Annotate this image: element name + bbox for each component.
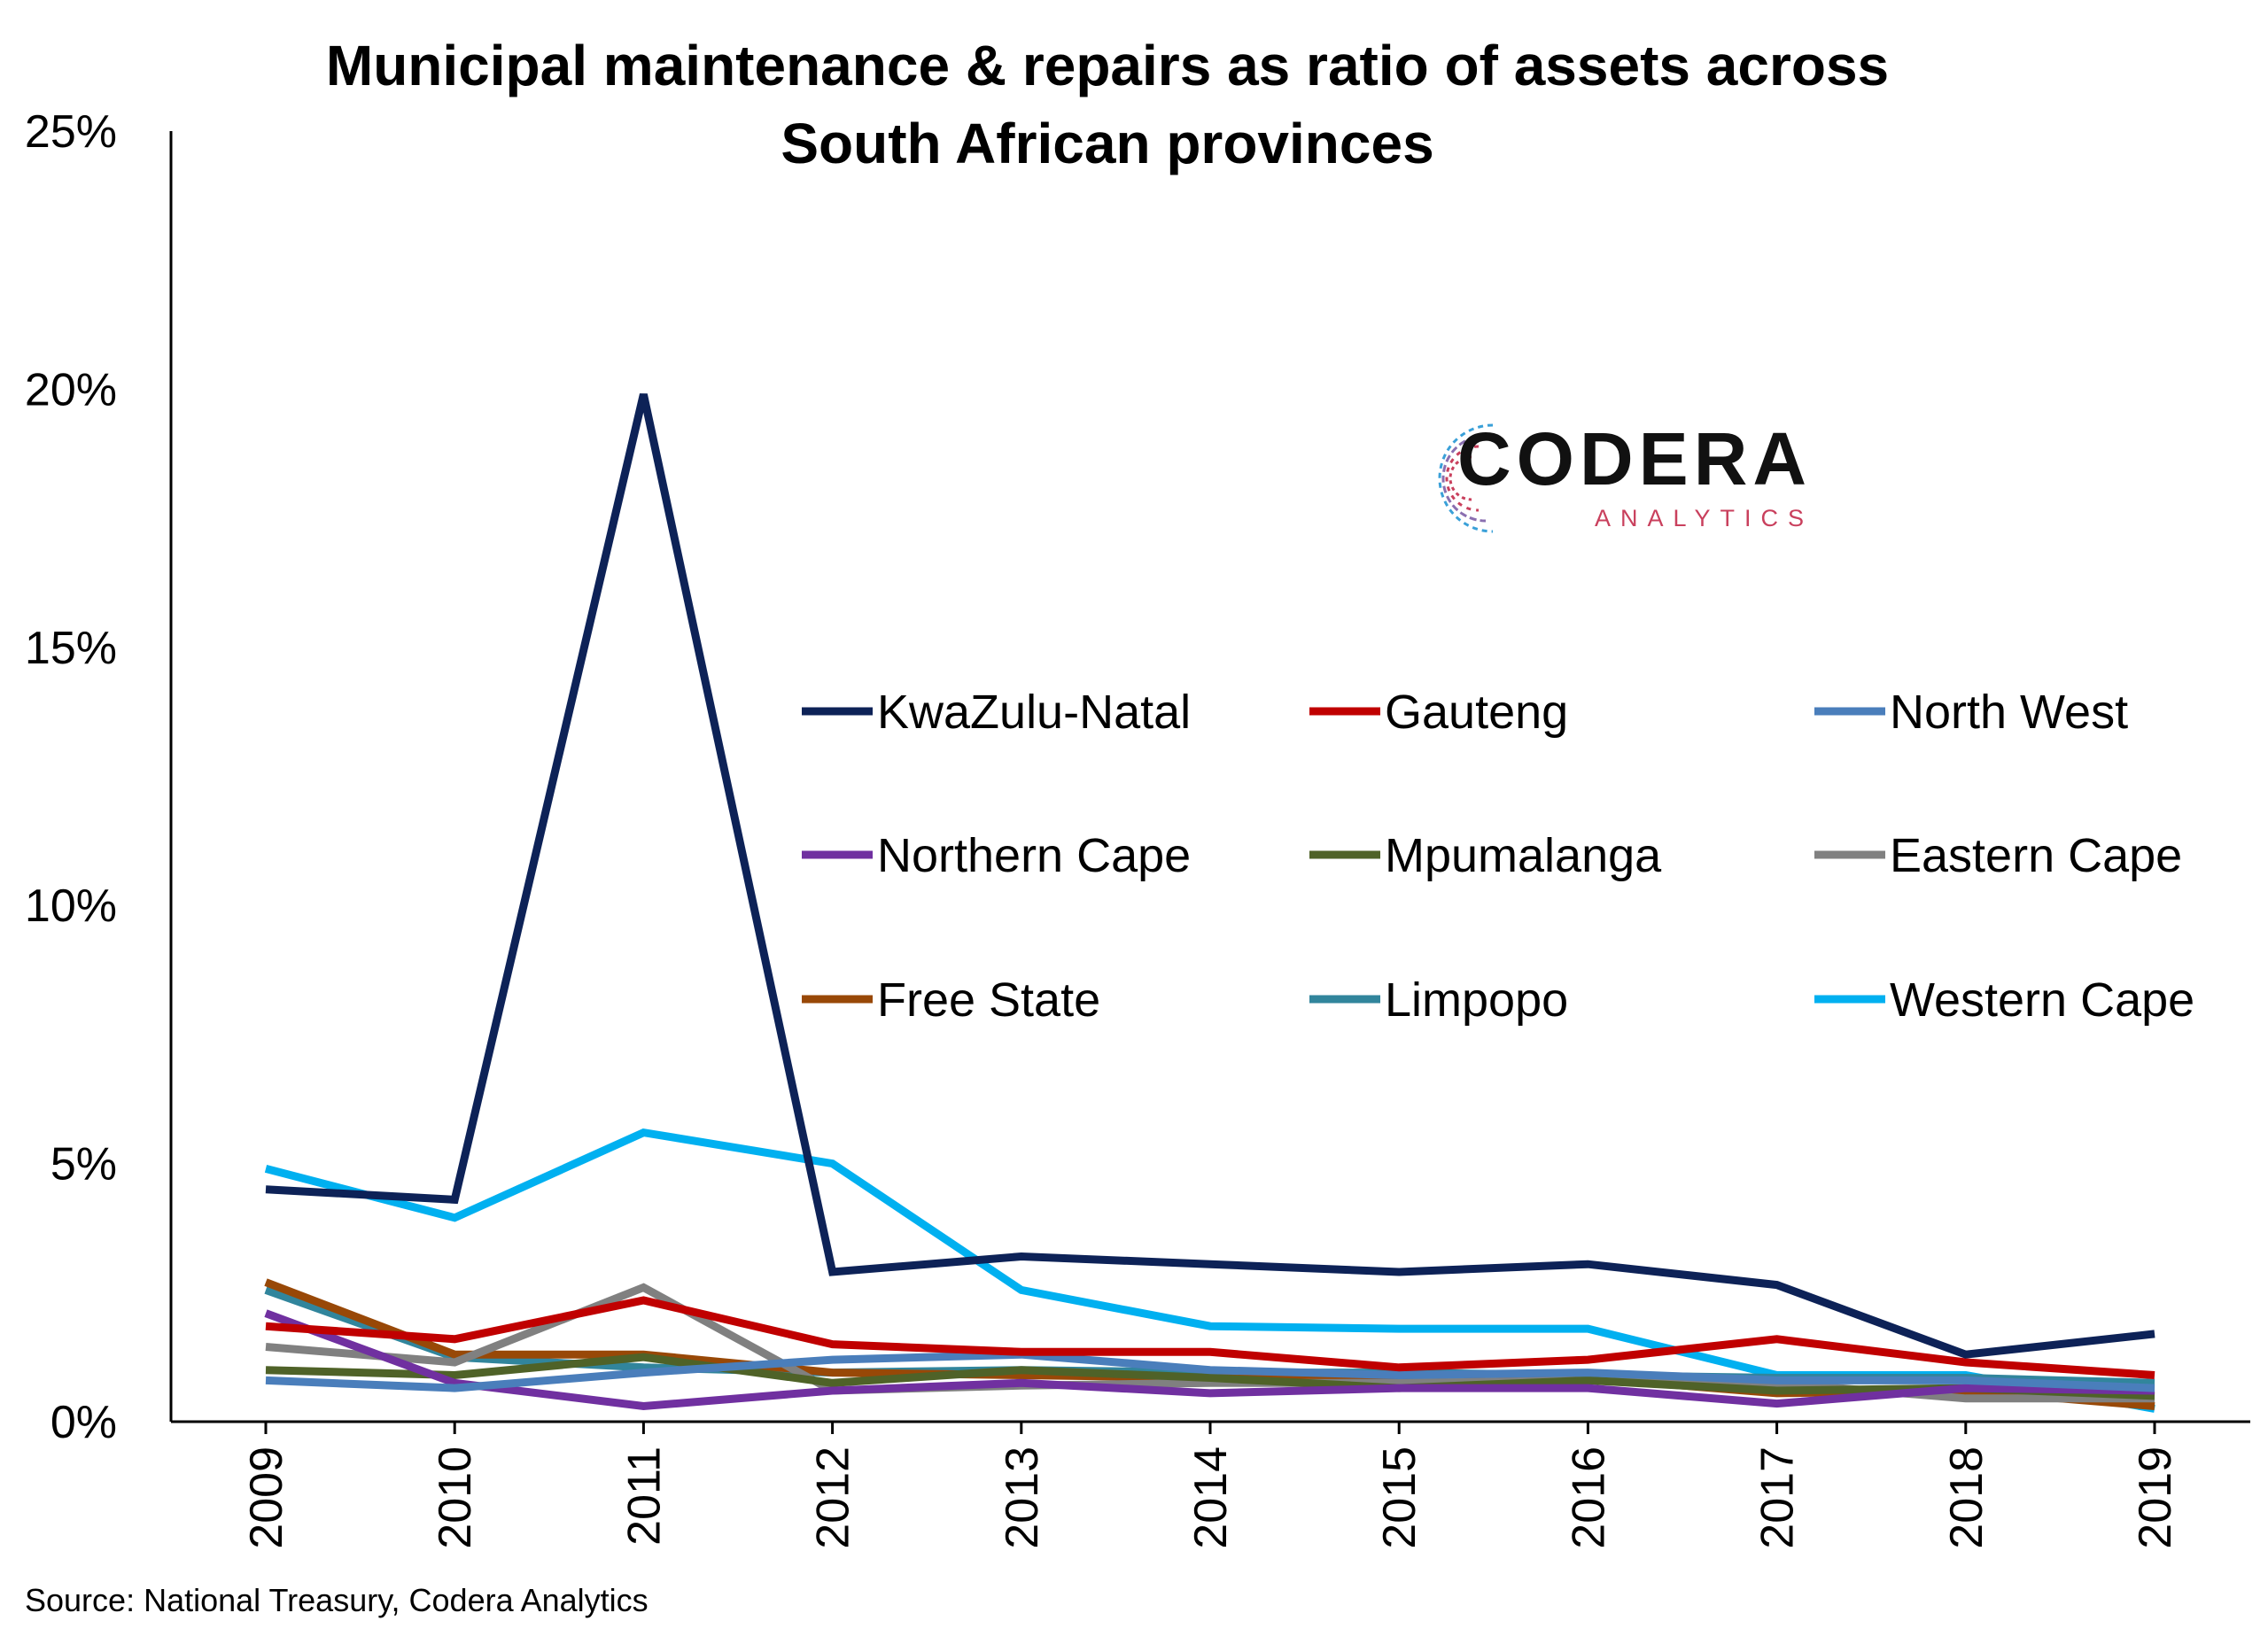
series-lines <box>264 393 2155 1413</box>
x-tick-label: 2019 <box>2130 1446 2181 1549</box>
series-line-mpumalanga <box>265 1353 2155 1400</box>
x-tick-label: 2012 <box>808 1446 859 1549</box>
legend-label-mpumalanga: Mpumalanga <box>1385 829 1662 882</box>
chart-title: Municipal maintenance & repairs as ratio… <box>325 34 1890 175</box>
x-tick-label: 2018 <box>1941 1446 1992 1549</box>
y-tick-label: 5% <box>50 1139 117 1190</box>
source-note: Source: National Treasury, Codera Analyt… <box>25 1582 649 1618</box>
x-tick-label: 2015 <box>1374 1446 1425 1549</box>
legend-label-north-west: North West <box>1890 686 2128 739</box>
series-line-northern-cape <box>264 1309 2155 1411</box>
legend-label-gauteng: Gauteng <box>1385 686 1568 739</box>
legend-label-western-cape: Western Cape <box>1890 973 2194 1027</box>
x-tick-label: 2013 <box>997 1446 1048 1549</box>
y-tick-label: 15% <box>25 623 117 674</box>
legend: KwaZulu-Natal Gauteng North West Northern C… <box>802 686 2194 1027</box>
y-tick-label: 10% <box>25 880 117 932</box>
legend-label-kwazulu-natal: KwaZulu-Natal <box>877 686 1191 739</box>
y-tick-label: 0% <box>50 1397 117 1448</box>
x-tick-label: 2016 <box>1563 1446 1614 1549</box>
series-line-kwazulu-natal <box>265 393 2155 1359</box>
x-tick-label: 2017 <box>1752 1446 1804 1549</box>
x-tick-label: 2009 <box>241 1446 292 1549</box>
x-tick-label: 2010 <box>430 1446 481 1549</box>
x-tick-label: 2014 <box>1185 1446 1237 1549</box>
legend-label-free-state: Free State <box>877 973 1100 1027</box>
series-line-gauteng <box>265 1296 2155 1379</box>
logo-mark-icon <box>1438 423 1494 533</box>
legend-label-eastern-cape: Eastern Cape <box>1890 829 2182 882</box>
logo-wordmark: CODERA <box>1457 417 1813 500</box>
logo-subtitle: ANALYTICS <box>1595 505 1814 531</box>
y-tick-label: 20% <box>25 364 117 415</box>
axes: 0% 5% 10% 15% 20% 25% 2009 2010 2011 2012 2013 2014… <box>25 106 2250 1549</box>
y-tick-label: 25% <box>25 106 117 158</box>
x-tick-label: 2011 <box>618 1446 670 1546</box>
legend-label-limpopo: Limpopo <box>1385 973 1568 1027</box>
codera-logo: CODERA ANALYTICS <box>1404 416 1812 549</box>
series-line-north-west <box>265 1350 2155 1392</box>
legend-label-northern-cape: Northern Cape <box>877 829 1191 882</box>
